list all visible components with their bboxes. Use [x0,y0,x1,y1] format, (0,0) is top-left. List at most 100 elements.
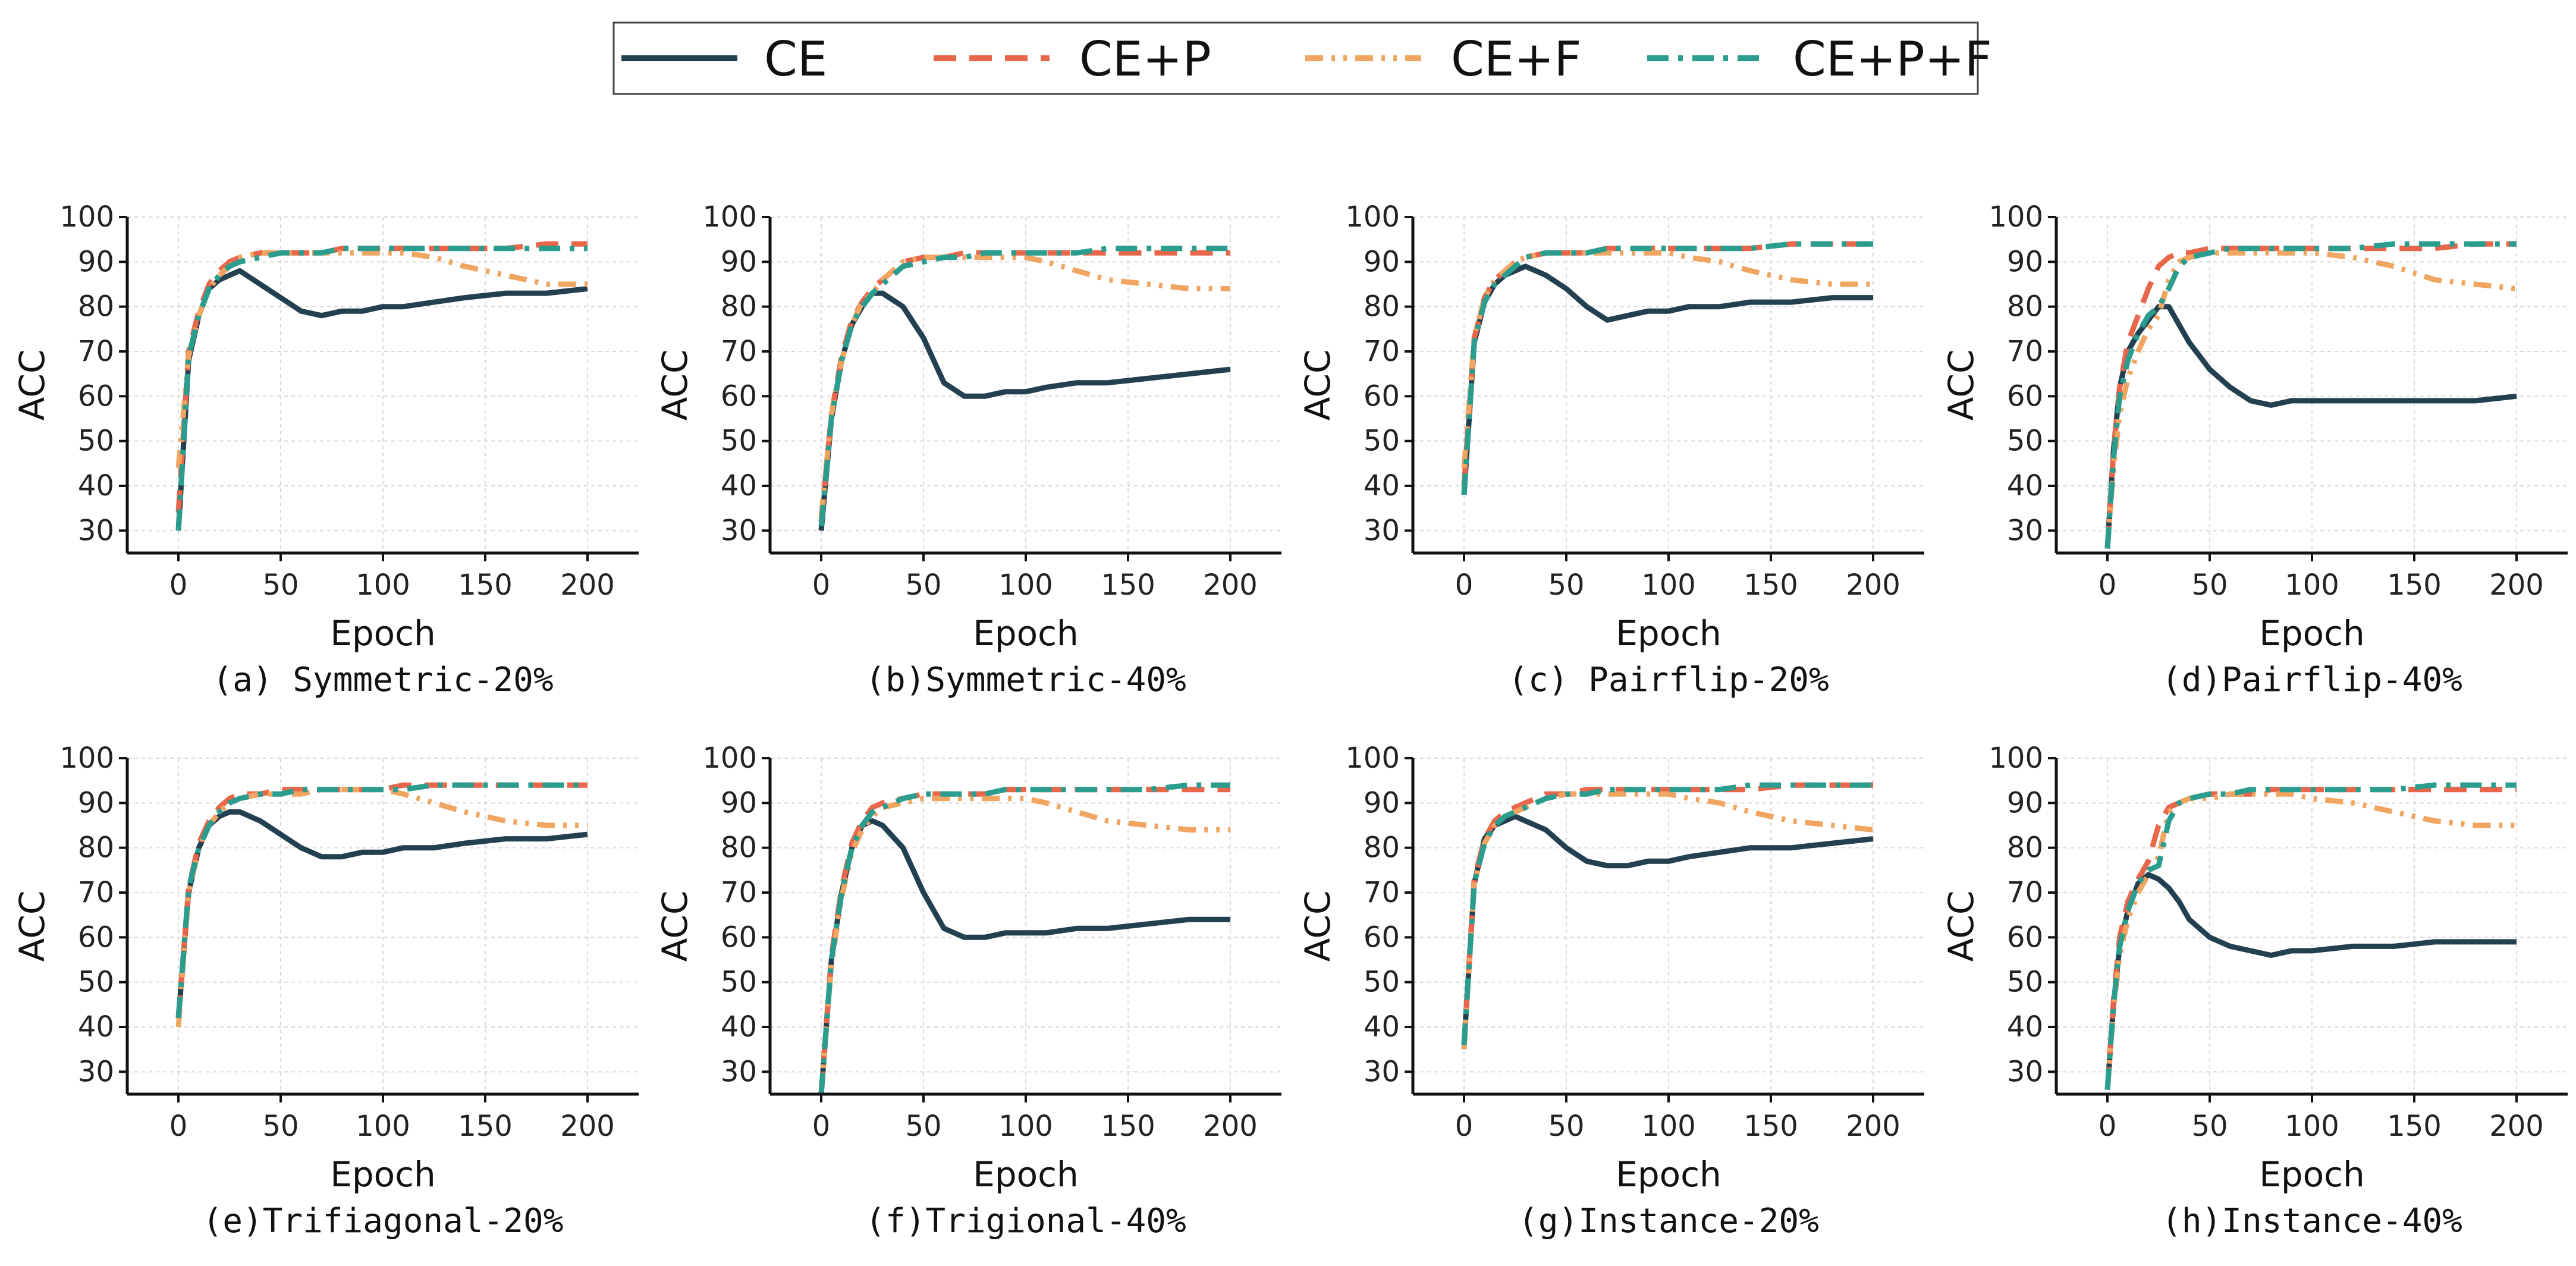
y-tick-label: 80 [721,290,757,323]
legend-label-ce-plus-p: CE+P [1079,32,1211,87]
x-tick-label: 0 [812,568,831,602]
series-line-ce-plus-p-plus-f [1461,782,1873,1045]
y-tick-label: 40 [721,469,757,502]
panel-6: 30 40 50 60 70 80 90 100 0 50 100 150 200 Epoch ACC (f)… [655,742,1281,1240]
x-tick-label: 0 [1455,568,1474,602]
y-tick-label: 80 [78,290,114,323]
x-tick-label: 100 [1641,1110,1696,1143]
panel-caption: (b)Symmetric-40% [865,661,1186,699]
x-tick-label: 100 [2285,568,2339,602]
y-tick-label: 50 [1364,425,1400,458]
y-tick-label: 40 [78,469,114,502]
series-line-ce-plus-p [1461,241,1873,486]
y-tick-label: 50 [1364,966,1400,999]
panel-5: 30 40 50 60 70 80 90 100 0 50 100 150 200 Epoch ACC (e)… [12,742,639,1240]
x-tick-label: 100 [1641,568,1696,602]
x-axis-label: Epoch [973,613,1079,654]
panel-caption: (g)Instance-20% [1518,1202,1819,1240]
x-tick-label: 0 [812,1110,831,1143]
y-tick-label: 70 [78,335,114,368]
panel-8: 30 40 50 60 70 80 90 100 0 50 100 150 200 Epoch ACC (h)… [1941,742,2568,1240]
x-tick-label: 50 [2191,1110,2228,1143]
panel-caption: (a) Symmetric-20% [212,661,553,699]
x-tick-label: 0 [169,568,188,602]
y-tick-label: 60 [78,379,114,413]
series-line-ce [818,290,1231,531]
y-tick-label: 70 [721,876,757,909]
y-tick-label: 70 [78,876,114,909]
y-tick-label: 50 [2007,966,2043,999]
x-axis-label: Epoch [2259,613,2365,654]
series-line-ce-plus-p [2104,241,2517,549]
y-tick-label: 40 [1364,1010,1400,1044]
y-tick-label: 50 [78,425,114,458]
y-tick-label: 90 [2007,786,2043,819]
series-line-ce-plus-p-plus-f [2104,241,2517,549]
x-tick-label: 150 [1101,1110,1155,1143]
panel-caption: (f)Trigional-40% [865,1202,1186,1240]
x-tick-label: 0 [2099,568,2117,602]
y-tick-label: 90 [2007,245,2043,278]
y-tick-label: 30 [78,514,114,547]
x-tick-label: 200 [1203,568,1258,602]
y-tick-label: 90 [78,245,114,278]
x-tick-label: 150 [458,568,513,602]
y-axis-label: ACC [12,350,52,421]
series-line-ce-plus-p-plus-f [818,246,1230,527]
panel-1: 30 40 50 60 70 80 90 100 0 50 100 150 200 Epoch ACC (a)… [12,200,639,699]
x-tick-label: 100 [356,568,410,602]
y-axis-label: ACC [1941,350,1981,421]
y-tick-label: 100 [1345,742,1400,775]
x-tick-label: 150 [2387,1110,2442,1143]
y-tick-label: 90 [721,245,757,278]
series-line-ce-plus-p-plus-f [175,782,588,1019]
y-tick-label: 60 [1364,921,1400,954]
x-tick-label: 150 [1101,568,1155,602]
x-axis-label: Epoch [1616,1154,1721,1195]
y-tick-label: 70 [1364,876,1400,909]
panel-caption: (e)Trifiagonal-20% [203,1202,564,1240]
y-tick-label: 60 [1364,379,1400,413]
x-tick-label: 50 [2191,568,2228,602]
y-tick-label: 70 [2007,876,2043,909]
panel-3: 30 40 50 60 70 80 90 100 0 50 100 150 200 Epoch ACC (c)… [1298,200,1924,699]
y-tick-label: 50 [721,425,757,458]
y-axis-label: ACC [1941,891,1981,962]
x-tick-label: 150 [2387,568,2442,602]
y-tick-label: 30 [721,1055,757,1088]
series-line-ce-plus-p-plus-f [818,782,1230,1095]
y-tick-label: 80 [721,831,757,865]
y-tick-label: 40 [78,1010,114,1044]
y-axis-label: ACC [1298,891,1338,962]
series-line-ce-plus-p-plus-f [1461,241,1873,495]
x-tick-label: 200 [1203,1110,1258,1143]
legend: CE CE+P CE+F CE+P+F [612,21,1992,95]
x-tick-label: 150 [1743,568,1798,602]
y-tick-label: 100 [59,742,114,775]
x-tick-label: 200 [1846,1110,1900,1143]
y-tick-label: 50 [721,966,757,999]
series-line-ce [1461,813,1874,1045]
y-tick-label: 100 [702,742,757,775]
x-tick-label: 150 [1743,1110,1798,1143]
y-tick-label: 40 [1364,469,1400,502]
x-tick-label: 200 [2489,1110,2544,1143]
x-tick-label: 200 [560,568,615,602]
x-tick-label: 0 [2099,1110,2117,1143]
y-tick-label: 60 [78,921,114,954]
x-tick-label: 50 [1548,1110,1584,1143]
y-tick-label: 100 [1988,200,2043,234]
y-axis-label: ACC [1298,350,1338,421]
y-tick-label: 100 [59,200,114,234]
y-tick-label: 90 [721,786,757,819]
y-tick-label: 70 [721,335,757,368]
x-tick-label: 200 [2489,568,2544,602]
x-tick-label: 50 [262,1110,299,1143]
x-tick-label: 100 [356,1110,410,1143]
y-tick-label: 90 [1364,786,1400,819]
y-tick-label: 70 [1364,335,1400,368]
y-tick-label: 100 [1988,742,2043,775]
y-tick-label: 80 [78,831,114,865]
series-line-ce-plus-p [818,787,1230,1095]
y-tick-label: 30 [721,514,757,547]
